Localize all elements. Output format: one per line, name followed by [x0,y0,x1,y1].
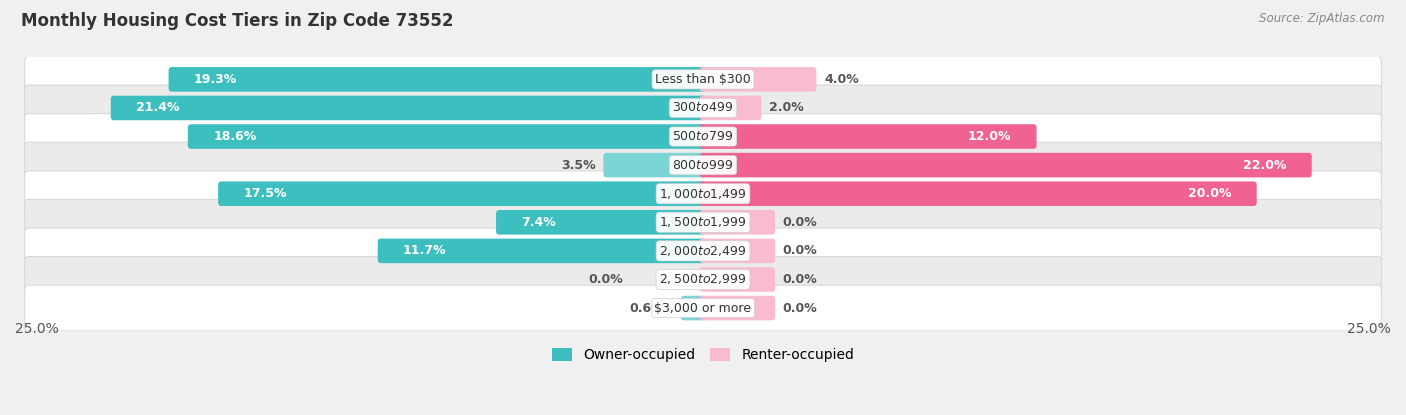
Text: $500 to $799: $500 to $799 [672,130,734,143]
FancyBboxPatch shape [700,210,775,234]
FancyBboxPatch shape [700,296,775,320]
FancyBboxPatch shape [169,67,706,92]
Text: 25.0%: 25.0% [1347,322,1391,336]
Text: $2,000 to $2,499: $2,000 to $2,499 [659,244,747,258]
Text: 25.0%: 25.0% [15,322,59,336]
Text: 0.0%: 0.0% [783,244,817,257]
FancyBboxPatch shape [700,267,775,292]
Text: 21.4%: 21.4% [136,101,180,115]
FancyBboxPatch shape [700,239,775,263]
FancyBboxPatch shape [25,142,1381,188]
Text: Less than $300: Less than $300 [655,73,751,86]
Text: 12.0%: 12.0% [967,130,1011,143]
Text: 0.69%: 0.69% [630,302,673,315]
FancyBboxPatch shape [218,181,706,206]
FancyBboxPatch shape [700,96,761,120]
Text: 0.0%: 0.0% [783,273,817,286]
FancyBboxPatch shape [25,85,1381,131]
FancyBboxPatch shape [25,114,1381,159]
FancyBboxPatch shape [25,256,1381,303]
FancyBboxPatch shape [25,199,1381,245]
Text: $1,000 to $1,499: $1,000 to $1,499 [659,187,747,201]
Text: Monthly Housing Cost Tiers in Zip Code 73552: Monthly Housing Cost Tiers in Zip Code 7… [21,12,454,30]
Text: $300 to $499: $300 to $499 [672,101,734,115]
Text: $800 to $999: $800 to $999 [672,159,734,172]
Text: 7.4%: 7.4% [522,216,557,229]
Text: 11.7%: 11.7% [404,244,447,257]
FancyBboxPatch shape [700,67,817,92]
Text: 0.0%: 0.0% [783,302,817,315]
FancyBboxPatch shape [700,181,1257,206]
FancyBboxPatch shape [25,56,1381,102]
FancyBboxPatch shape [700,124,1036,149]
FancyBboxPatch shape [111,96,706,120]
FancyBboxPatch shape [25,285,1381,331]
FancyBboxPatch shape [25,228,1381,274]
Text: 0.0%: 0.0% [783,216,817,229]
FancyBboxPatch shape [603,153,706,178]
Text: 4.0%: 4.0% [824,73,859,86]
Text: 2.0%: 2.0% [769,101,804,115]
Text: 3.5%: 3.5% [561,159,596,172]
FancyBboxPatch shape [496,210,706,234]
Text: $1,500 to $1,999: $1,500 to $1,999 [659,215,747,229]
Legend: Owner-occupied, Renter-occupied: Owner-occupied, Renter-occupied [546,343,860,368]
FancyBboxPatch shape [681,296,706,320]
Text: 19.3%: 19.3% [194,73,238,86]
FancyBboxPatch shape [378,239,706,263]
Text: Source: ZipAtlas.com: Source: ZipAtlas.com [1260,12,1385,25]
FancyBboxPatch shape [700,153,1312,178]
Text: 18.6%: 18.6% [214,130,256,143]
FancyBboxPatch shape [25,171,1381,217]
Text: 0.0%: 0.0% [589,273,623,286]
Text: 20.0%: 20.0% [1188,187,1232,200]
Text: 17.5%: 17.5% [243,187,287,200]
FancyBboxPatch shape [188,124,706,149]
Text: $3,000 or more: $3,000 or more [655,302,751,315]
Text: 22.0%: 22.0% [1243,159,1286,172]
Text: $2,500 to $2,999: $2,500 to $2,999 [659,273,747,286]
